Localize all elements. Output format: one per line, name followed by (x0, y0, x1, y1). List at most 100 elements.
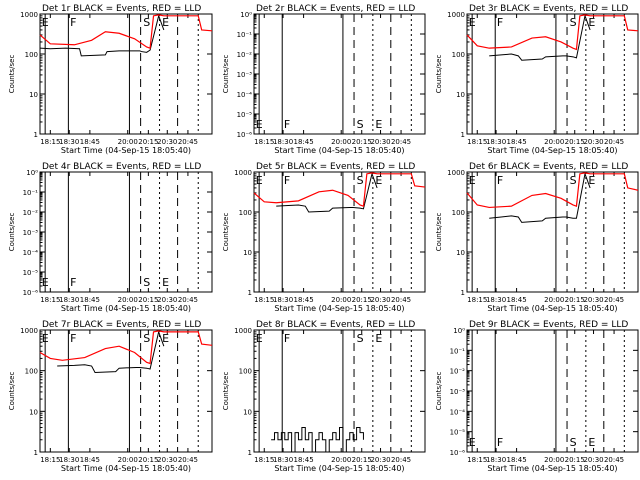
lld-series-line (253, 172, 426, 207)
x-tick-label: 20:45 (178, 138, 198, 146)
marker-label: E (162, 276, 169, 289)
x-tick-label: 18:15 (40, 138, 60, 146)
y-axis-label: Counts/sec (435, 213, 443, 252)
plot-frame (253, 329, 426, 453)
y-tick-label: 1000 (447, 11, 465, 19)
events-series-line (271, 427, 364, 453)
y-tick-label: 10⁻⁶ (237, 131, 253, 139)
y-axis-label: Counts/sec (222, 213, 230, 252)
y-tick-label: 10⁻⁴ (237, 91, 253, 99)
x-tick-label: 20:45 (391, 296, 411, 304)
x-tick-label: 18:15 (40, 296, 60, 304)
x-tick-label: 18:30 (486, 138, 506, 146)
y-tick-label: 10 (456, 91, 465, 99)
y-tick-label: 10 (456, 249, 465, 257)
x-tick-label: 18:45 (80, 138, 100, 146)
x-tick-label: 20:00 (331, 138, 351, 146)
marker-label: E (42, 16, 49, 29)
y-tick-label: 10⁰ (453, 327, 465, 335)
x-tick-label: 20:15 (565, 456, 585, 464)
x-tick-label: 20:00 (544, 296, 564, 304)
y-axis-label: Counts/sec (222, 372, 230, 411)
y-tick-label: 10⁻³ (450, 388, 466, 396)
y-tick-label: 10⁰ (26, 169, 38, 177)
x-tick-label: 20:30 (370, 296, 390, 304)
x-tick-label: 18:45 (80, 456, 100, 464)
plot-frame (39, 171, 213, 293)
marker-label: E (256, 174, 263, 187)
x-tick-label: 18:45 (506, 296, 526, 304)
x-axis-label: Start Time (04-Sep-15 18:05:40) (61, 146, 191, 155)
events-series-line (39, 14, 165, 57)
marker-label: S (357, 332, 364, 345)
x-tick-label: 20:30 (583, 296, 603, 304)
x-tick-label: 20:15 (138, 138, 158, 146)
events-series-line (489, 171, 591, 223)
marker-label: F (497, 16, 503, 29)
marker-label: F (284, 118, 290, 131)
x-tick-label: 20:00 (331, 296, 351, 304)
x-axis-label: Start Time (04-Sep-15 18:05:40) (487, 464, 617, 473)
plot-frame (466, 171, 639, 293)
y-tick-label: 10⁻⁵ (237, 111, 253, 119)
x-tick-label: 20:00 (331, 456, 351, 464)
events-series-line (489, 13, 591, 61)
x-tick-label: 18:15 (40, 456, 60, 464)
y-tick-label: 100 (25, 51, 38, 59)
plot-frame (39, 329, 213, 453)
x-tick-label: 20:15 (352, 296, 372, 304)
x-tick-label: 18:45 (80, 296, 100, 304)
x-tick-label: 18:30 (59, 138, 79, 146)
x-axis-label: Start Time (04-Sep-15 18:05:40) (61, 304, 191, 313)
marker-label: E (42, 276, 49, 289)
y-tick-label: 1000 (234, 327, 252, 335)
y-tick-label: 10⁻³ (237, 71, 253, 79)
x-tick-label: 18:30 (59, 296, 79, 304)
marker-label: S (357, 118, 364, 131)
x-tick-label: 20:30 (583, 138, 603, 146)
x-axis-label: Start Time (04-Sep-15 18:05:40) (487, 304, 617, 313)
x-tick-label: 18:15 (254, 296, 274, 304)
x-tick-label: 20:30 (157, 296, 177, 304)
panel-title: Det 3r BLACK = Events, RED = LLD (469, 4, 628, 14)
y-tick-label: 1000 (447, 169, 465, 177)
y-tick-label: 10⁻¹ (237, 31, 253, 39)
panel-title: Det 2r BLACK = Events, RED = LLD (256, 4, 415, 14)
x-tick-label: 20:30 (157, 138, 177, 146)
x-tick-label: 18:45 (293, 296, 313, 304)
y-tick-label: 1000 (234, 169, 252, 177)
marker-label: F (284, 332, 290, 345)
x-tick-label: 18:15 (467, 138, 487, 146)
lld-series-line (466, 172, 639, 209)
panel-title: Det 9r BLACK = Events, RED = LLD (469, 320, 628, 330)
x-tick-label: 20:30 (157, 456, 177, 464)
y-tick-label: 10 (29, 91, 38, 99)
x-tick-label: 20:15 (138, 296, 158, 304)
x-tick-label: 18:30 (59, 456, 79, 464)
x-tick-label: 20:45 (604, 138, 624, 146)
x-tick-label: 18:45 (293, 138, 313, 146)
panel-title: Det 1r BLACK = Events, RED = LLD (42, 4, 201, 14)
marker-label: S (143, 16, 150, 29)
x-axis-label: Start Time (04-Sep-15 18:05:40) (61, 464, 191, 473)
lld-series-line (466, 14, 639, 51)
x-tick-label: 20:00 (544, 456, 564, 464)
x-axis-label: Start Time (04-Sep-15 18:05:40) (274, 464, 404, 473)
x-tick-label: 18:15 (254, 456, 274, 464)
x-tick-label: 20:00 (118, 296, 138, 304)
marker-label: F (284, 174, 290, 187)
marker-label: F (70, 16, 76, 29)
y-tick-label: 1 (461, 131, 465, 139)
x-tick-label: 20:30 (370, 138, 390, 146)
y-axis-label: Counts/sec (8, 372, 16, 411)
y-tick-label: 1 (34, 449, 38, 457)
marker-label: E (256, 332, 263, 345)
marker-label: E (375, 118, 382, 131)
marker-label: E (469, 16, 476, 29)
marker-label: S (570, 16, 577, 29)
x-tick-label: 18:30 (273, 456, 293, 464)
marker-label: S (357, 174, 364, 187)
events-series-line (57, 330, 165, 374)
plot-frame (466, 13, 639, 135)
y-tick-label: 10 (243, 249, 252, 257)
